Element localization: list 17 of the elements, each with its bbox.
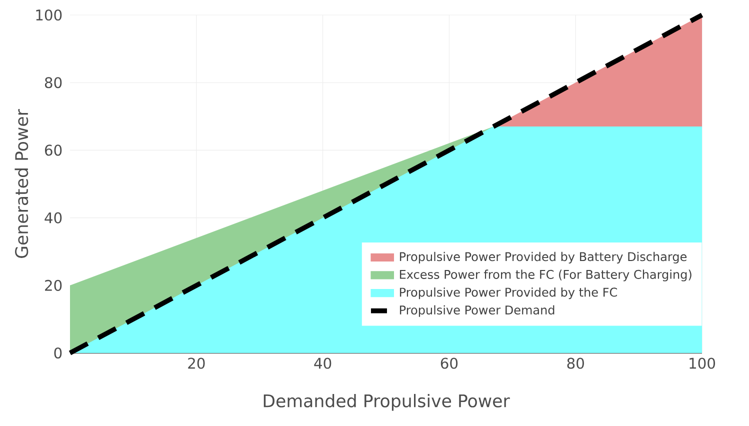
- legend-label: Excess Power from the FC (For Battery Charging): [400, 270, 692, 282]
- legend-label: Propulsive Power Provided by Battery Discharge: [400, 252, 687, 264]
- x-tick-label: 80: [567, 358, 584, 369]
- x-tick-label: 60: [440, 358, 458, 369]
- x-tick-label: 20: [188, 358, 205, 369]
- y-axis-title: Generated Power: [14, 109, 28, 258]
- y-tick-label: 20: [45, 280, 62, 291]
- x-tick-label: 40: [314, 358, 332, 369]
- y-tick-label: 60: [44, 144, 62, 156]
- y-tick-label: 40: [44, 212, 62, 224]
- legend-label: Propulsive Power Provided by the FC: [400, 287, 617, 300]
- x-tick-label: 100: [690, 358, 716, 369]
- y-tick-label: 0: [54, 347, 62, 359]
- x-axis-title: Demanded Propulsive Power: [264, 394, 510, 411]
- y-tick-label: 80: [44, 77, 62, 88]
- legend-label: Propulsive Power Demand: [400, 305, 554, 317]
- y-tick-label: 100: [36, 9, 62, 21]
